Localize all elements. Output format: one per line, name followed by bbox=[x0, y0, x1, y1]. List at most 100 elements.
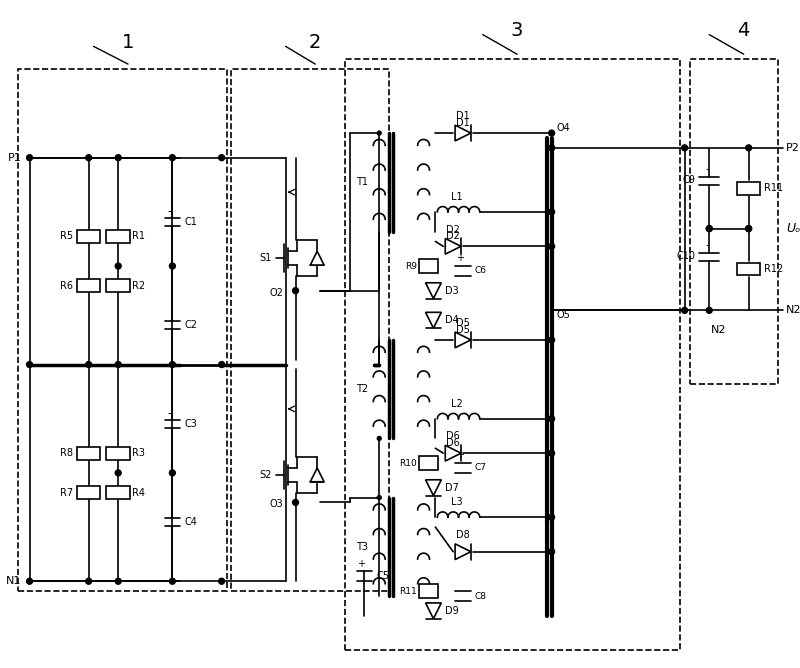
Text: P1: P1 bbox=[8, 153, 22, 163]
Bar bbox=[737, 263, 761, 275]
Circle shape bbox=[378, 496, 382, 500]
Polygon shape bbox=[426, 313, 442, 328]
Text: O3: O3 bbox=[270, 500, 284, 510]
Circle shape bbox=[218, 361, 225, 367]
Polygon shape bbox=[426, 480, 442, 496]
Text: D2: D2 bbox=[446, 232, 460, 241]
Circle shape bbox=[86, 361, 92, 367]
Circle shape bbox=[26, 361, 33, 367]
Text: D1: D1 bbox=[456, 112, 470, 121]
Text: Uₒ: Uₒ bbox=[786, 222, 800, 235]
Bar bbox=[418, 456, 438, 470]
Circle shape bbox=[86, 155, 92, 160]
Text: 2: 2 bbox=[309, 33, 322, 52]
Bar bbox=[690, 59, 778, 384]
Bar bbox=[77, 486, 101, 499]
Polygon shape bbox=[310, 468, 324, 482]
Circle shape bbox=[549, 514, 554, 520]
Circle shape bbox=[746, 226, 751, 232]
Text: R8: R8 bbox=[60, 448, 73, 458]
Text: +: + bbox=[456, 450, 464, 460]
Text: C6: C6 bbox=[474, 267, 486, 275]
Polygon shape bbox=[455, 544, 471, 560]
Circle shape bbox=[549, 415, 554, 422]
Bar bbox=[106, 230, 130, 243]
Bar bbox=[418, 584, 438, 598]
Text: L1: L1 bbox=[451, 192, 463, 202]
Text: D6: D6 bbox=[446, 438, 460, 448]
Text: R6: R6 bbox=[60, 281, 73, 291]
Text: O2: O2 bbox=[270, 288, 284, 298]
Text: -: - bbox=[705, 163, 710, 176]
Circle shape bbox=[218, 578, 225, 584]
Circle shape bbox=[170, 263, 175, 269]
Text: T1: T1 bbox=[357, 177, 369, 187]
Bar bbox=[77, 279, 101, 292]
Polygon shape bbox=[446, 446, 461, 461]
Circle shape bbox=[378, 131, 382, 135]
Text: R1: R1 bbox=[132, 232, 145, 241]
Text: C10: C10 bbox=[677, 251, 695, 261]
Text: O4: O4 bbox=[557, 123, 570, 133]
Circle shape bbox=[549, 130, 554, 136]
Text: C1: C1 bbox=[184, 216, 197, 226]
Circle shape bbox=[549, 209, 554, 215]
Bar bbox=[106, 279, 130, 292]
Text: R11: R11 bbox=[764, 183, 783, 193]
Circle shape bbox=[549, 450, 554, 456]
Text: 3: 3 bbox=[511, 21, 523, 40]
Circle shape bbox=[706, 307, 712, 313]
Text: D3: D3 bbox=[446, 286, 459, 296]
Text: R2: R2 bbox=[132, 281, 145, 291]
Polygon shape bbox=[310, 251, 324, 265]
Text: D4: D4 bbox=[446, 315, 459, 325]
Text: L2: L2 bbox=[451, 399, 463, 409]
Circle shape bbox=[293, 500, 298, 506]
Circle shape bbox=[170, 155, 175, 160]
Polygon shape bbox=[446, 238, 461, 255]
Bar bbox=[231, 69, 389, 591]
Bar bbox=[77, 230, 101, 243]
Circle shape bbox=[682, 145, 687, 151]
Text: -: - bbox=[167, 205, 172, 218]
Circle shape bbox=[115, 361, 121, 367]
Text: N2: N2 bbox=[786, 305, 800, 315]
Bar bbox=[18, 69, 226, 591]
Circle shape bbox=[26, 155, 33, 160]
Circle shape bbox=[706, 226, 712, 232]
Text: C8: C8 bbox=[474, 592, 486, 601]
Text: N2: N2 bbox=[711, 325, 727, 335]
Text: R10: R10 bbox=[399, 458, 417, 468]
Bar bbox=[106, 486, 130, 499]
Circle shape bbox=[549, 243, 554, 249]
Text: -: - bbox=[167, 407, 172, 420]
Circle shape bbox=[378, 436, 382, 440]
Text: 4: 4 bbox=[738, 21, 750, 40]
Text: O5: O5 bbox=[557, 310, 570, 320]
Text: +: + bbox=[358, 558, 366, 568]
Circle shape bbox=[549, 548, 554, 554]
Text: C7: C7 bbox=[474, 464, 486, 472]
Text: R9: R9 bbox=[405, 262, 417, 271]
Circle shape bbox=[746, 145, 751, 151]
Circle shape bbox=[293, 288, 298, 294]
Circle shape bbox=[682, 307, 687, 313]
Text: D6: D6 bbox=[446, 432, 460, 442]
Circle shape bbox=[115, 263, 121, 269]
Text: C5: C5 bbox=[376, 571, 390, 581]
Circle shape bbox=[218, 155, 225, 160]
Circle shape bbox=[26, 578, 33, 584]
Text: L3: L3 bbox=[451, 498, 463, 508]
Circle shape bbox=[115, 470, 121, 476]
Text: T2: T2 bbox=[356, 384, 369, 394]
Text: -: - bbox=[705, 239, 710, 252]
Text: 1: 1 bbox=[122, 33, 134, 52]
Text: P2: P2 bbox=[786, 143, 800, 153]
Text: +: + bbox=[456, 253, 464, 263]
Text: D5: D5 bbox=[456, 318, 470, 328]
Text: S2: S2 bbox=[259, 470, 272, 480]
Circle shape bbox=[170, 470, 175, 476]
Text: S1: S1 bbox=[260, 253, 272, 263]
Bar bbox=[106, 447, 130, 460]
Bar bbox=[345, 59, 680, 650]
